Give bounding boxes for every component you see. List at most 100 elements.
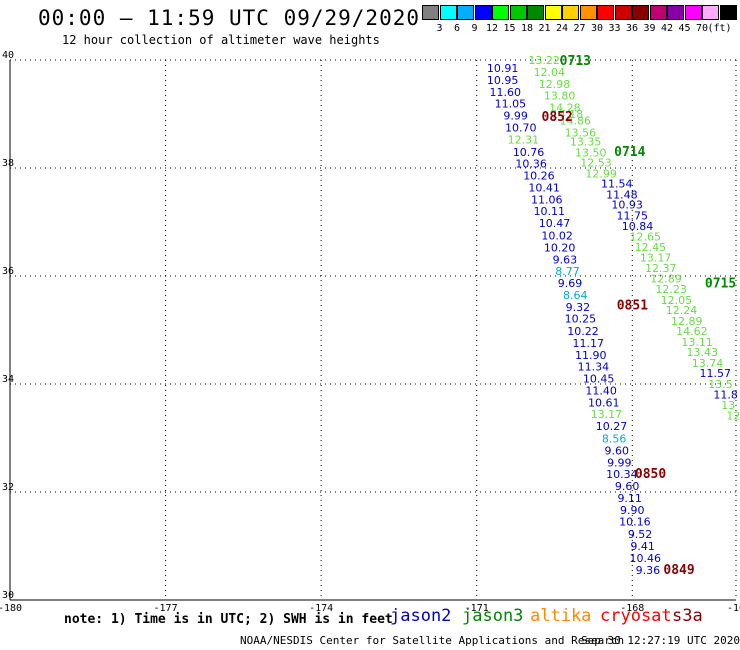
- wave-height-value: 13.17: [640, 252, 672, 265]
- legend-swatch: [719, 5, 737, 20]
- legend-swatch: [667, 5, 684, 20]
- wave-height-value: 9.90: [620, 504, 645, 517]
- wave-height-value: 8.64: [563, 289, 588, 302]
- wave-height-value: 11.05: [495, 98, 527, 111]
- footer-note: note: 1) Time is in UTC; 2) SWH is in fe…: [64, 612, 393, 627]
- lon-tick-label: -171: [465, 603, 489, 614]
- wave-height-value: 12: [726, 409, 740, 422]
- wave-height-value: 11.8: [713, 388, 738, 401]
- wave-height-value: 10.93: [611, 199, 643, 212]
- legend-label: 9: [471, 23, 478, 34]
- pass-time-label: 0713: [560, 54, 591, 69]
- wave-height-value: 10.16: [619, 516, 651, 529]
- wave-height-value: 11.40: [585, 384, 617, 397]
- legend-label: 21: [538, 23, 551, 34]
- legend-swatch: [579, 5, 597, 20]
- legend-label: 39: [643, 23, 656, 34]
- legend-swatch: [597, 5, 614, 20]
- satellite-legend-item: cryosat: [600, 606, 672, 626]
- wave-height-value: 14.28: [549, 102, 581, 115]
- lon-tick-label: -16: [727, 603, 740, 614]
- wave-height-value: 13.56: [565, 126, 597, 139]
- wave-height-value: 12.89: [650, 273, 682, 286]
- satellite-legend-item: s3a: [672, 606, 703, 626]
- legend-swatch: [562, 5, 579, 20]
- wave-height-value: 13.17: [591, 408, 623, 421]
- satellite-legend-item: jason2: [390, 606, 452, 626]
- wave-height-value: 12.89: [671, 315, 703, 328]
- pass-time-label: 0850: [635, 467, 666, 482]
- wave-height-value: 10.20: [544, 241, 576, 254]
- legend-label: 30: [590, 23, 604, 34]
- legend-label: 15: [503, 23, 516, 34]
- wave-height-value: 12.04: [534, 66, 566, 79]
- wave-height-value: 9.32: [566, 301, 591, 314]
- wave-height-value: 10.76: [513, 146, 545, 159]
- legend-swatch: [702, 5, 719, 20]
- wave-height-value: 11.06: [531, 193, 563, 206]
- page-subtitle: 12 hour collection of altimeter wave hei…: [62, 33, 380, 47]
- wave-height-value: 13.80: [544, 90, 576, 103]
- wave-height-value: 14.86: [559, 114, 591, 127]
- pass-time-label: 0715: [705, 277, 736, 292]
- lat-tick-label: 34: [2, 374, 14, 385]
- wave-height-value: 13.43: [687, 346, 719, 359]
- wave-height-value: 9.11: [617, 492, 642, 505]
- legend-swatch: [509, 5, 527, 20]
- wave-height-value: 11.17: [572, 337, 604, 350]
- wave-height-value: 9.36: [636, 564, 661, 577]
- wave-height-value: 13.74: [692, 357, 724, 370]
- wave-height-value: 9.60: [615, 480, 640, 493]
- wave-height-value: 9.69: [558, 277, 583, 290]
- wave-height-value: 9.60: [604, 444, 629, 457]
- wave-height-value: 10.02: [541, 230, 573, 243]
- wave-height-value: 9.52: [628, 528, 653, 541]
- legend-label: 33: [608, 23, 621, 34]
- lat-tick-label: 30: [2, 590, 14, 601]
- wave-height-value: 8.77: [555, 265, 580, 278]
- legend-label: 3: [436, 23, 443, 34]
- wave-height-value: 10.70: [505, 122, 537, 135]
- wave-height-value: 10.25: [565, 313, 597, 326]
- wave-height-value: 10.45: [583, 373, 615, 386]
- wave-height-value: 12.31: [508, 133, 540, 146]
- wave-height-value: 12.05: [661, 294, 693, 307]
- satellite-legend-item: jason3: [462, 606, 524, 626]
- wave-height-value: 11.34: [578, 361, 610, 374]
- wave-height-value: 9.41: [630, 540, 655, 553]
- legend-swatch: [649, 5, 667, 20]
- wave-height-value: 13.11: [681, 336, 713, 349]
- lat-tick-label: 40: [2, 50, 14, 61]
- wave-height-value: 9.99: [503, 110, 528, 123]
- legend-swatch: [439, 5, 457, 20]
- wave-height-value: 10.36: [515, 158, 547, 171]
- wave-height-value: 11.90: [575, 349, 607, 362]
- wave-height-value: 12.24: [666, 304, 698, 317]
- wave-height-value: 11.57: [700, 367, 732, 380]
- pass-time-label: 0714: [614, 145, 645, 160]
- pass-time-label: 0851: [617, 299, 648, 314]
- wave-height-value: 12.45: [635, 241, 667, 254]
- wave-height-value: 10.46: [630, 552, 662, 565]
- wave-height-value: 10.11: [534, 205, 566, 218]
- legend-swatch: [474, 5, 492, 20]
- lon-tick-label: -177: [154, 603, 178, 614]
- wave-height-value: 10.22: [567, 325, 599, 338]
- lat-tick-label: 36: [2, 266, 14, 277]
- wave-height-value: 12.98: [539, 78, 571, 91]
- wave-height-value: 10.61: [588, 396, 620, 409]
- wave-height-value: 12.53: [580, 157, 612, 170]
- wave-height-value: 11.75: [617, 210, 649, 223]
- credit-line: NOAA/NESDIS Center for Satellite Applica…: [240, 634, 625, 647]
- wave-height-value: 11.54: [601, 178, 633, 191]
- wave-height-value: 13.35: [570, 136, 602, 149]
- wave-height-value: 9.63: [553, 253, 578, 266]
- wave-height-value: 10.34: [606, 468, 638, 481]
- legend-swatch: [492, 5, 509, 20]
- legend-swatch: [544, 5, 562, 20]
- pass-time-label: 0852: [542, 110, 573, 125]
- legend-swatch: [527, 5, 544, 20]
- wave-height-value: 13.22: [528, 54, 560, 67]
- legend-label: (ft): [707, 23, 732, 34]
